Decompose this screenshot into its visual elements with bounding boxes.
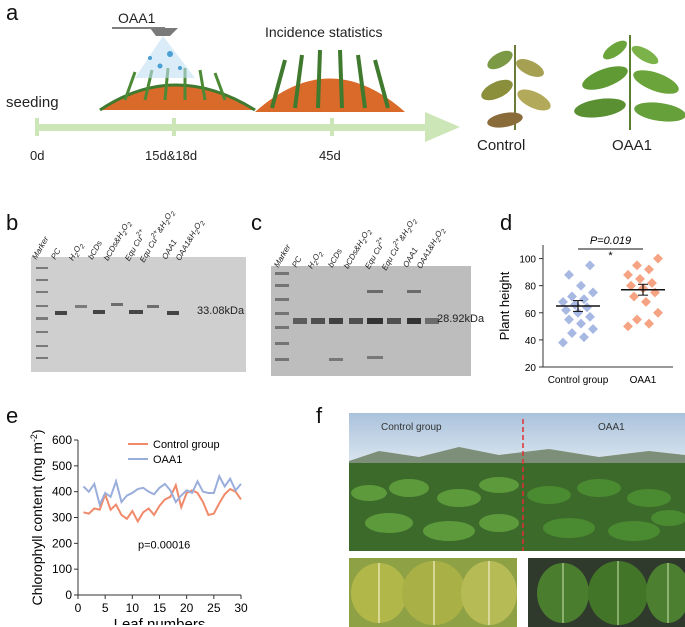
- y-axis-label: Chlorophyll content (mg m-2): [29, 429, 45, 605]
- y-tick-label-1: 40: [525, 336, 537, 347]
- panel-label-a: a: [6, 0, 19, 25]
- leaf-photo-control: [349, 558, 517, 627]
- y-tick-label-2: 200: [52, 536, 72, 550]
- day-15-label: 15d&18d: [145, 148, 198, 163]
- incidence-label: Incidence statistics: [265, 24, 383, 40]
- control-plant-label: Control: [477, 137, 526, 154]
- data-point: [576, 280, 586, 291]
- data-point: [626, 280, 636, 291]
- panel-label-d: d: [500, 210, 513, 235]
- photo-control-label: Control group: [381, 422, 442, 433]
- timeline-illustration: [35, 27, 685, 142]
- significance-star: *: [608, 250, 613, 262]
- data-point: [558, 296, 568, 307]
- oaa1-plant-label: OAA1: [612, 137, 653, 154]
- data-point: [623, 321, 633, 332]
- field-photo-drawing: [349, 413, 685, 551]
- data-point: [564, 269, 574, 280]
- y-tick-label-0: 0: [65, 588, 72, 602]
- day-45-label: 45d: [319, 148, 341, 163]
- y-tick-label-3: 80: [525, 282, 537, 293]
- data-point: [576, 318, 586, 329]
- control-plant-illustration: [481, 45, 551, 130]
- data-point: [647, 278, 657, 288]
- data-point: [635, 273, 645, 284]
- panel-label-b: b: [6, 210, 19, 235]
- data-point: [585, 311, 595, 322]
- field-illustration-2: [255, 49, 405, 112]
- data-point: [653, 253, 663, 264]
- legend-label-1: OAA1: [153, 454, 182, 466]
- x-tick-label-0: Control group: [548, 375, 609, 386]
- plant-height-chart: 20 40 60 80 100 Plant height Control group OAA1…: [497, 235, 673, 386]
- data-point: [632, 260, 642, 271]
- x-axis-label: Leaf numbers: [114, 616, 206, 625]
- y-tick-label-6: 600: [52, 433, 72, 447]
- data-point: [588, 287, 598, 298]
- data-point: [588, 324, 598, 334]
- oaa1-plant-illustration: [574, 35, 685, 130]
- data-point: [564, 314, 574, 325]
- p-value-annotation: p=0.00016: [138, 540, 190, 552]
- y-tick-label-4: 100: [519, 255, 536, 266]
- data-point: [561, 305, 571, 316]
- data-point: [641, 296, 651, 307]
- y-tick-label-4: 400: [52, 485, 72, 499]
- gel-c-size-label: 28.92kDa: [437, 313, 485, 325]
- y-tick-label-1: 100: [52, 562, 72, 576]
- gel-c-bands: [275, 272, 439, 361]
- field-photo: [349, 413, 685, 551]
- series-line-1: [82, 473, 242, 508]
- field-illustration-1: [99, 67, 256, 112]
- chlorophyll-chart: 0 100 200 300 400 500 600 0 5 10 15 20 25 30 Leaf numb…: [29, 429, 248, 625]
- photo-oaa1-label: OAA1: [598, 422, 625, 433]
- day-0-label: 0d: [30, 148, 45, 163]
- data-point: [650, 287, 660, 298]
- sprayer-icon: [112, 27, 195, 78]
- data-point: [558, 337, 568, 348]
- x-tick-label-1: 5: [102, 601, 109, 615]
- x-tick-label-5: 25: [207, 601, 221, 615]
- data-point: [579, 294, 589, 305]
- seeding-label: seeding: [6, 94, 59, 111]
- data-point: [644, 318, 654, 329]
- data-point: [582, 302, 592, 313]
- spray-label: OAA1: [118, 10, 156, 26]
- data-point: [644, 264, 654, 275]
- y-tick-label-5: 500: [52, 459, 72, 473]
- x-tick-label-6: 30: [234, 601, 248, 615]
- gel-b-image: [31, 257, 246, 372]
- data-point: [623, 269, 633, 280]
- panel-label-c: c: [251, 210, 262, 235]
- y-tick-label-3: 300: [52, 511, 72, 525]
- gel-b-size-label: 33.08kDa: [197, 305, 245, 317]
- data-point: [585, 260, 595, 271]
- legend-label-0: Control group: [153, 439, 220, 451]
- gel-b-bands: [36, 267, 179, 359]
- x-tick-label-3: 15: [153, 601, 167, 615]
- data-point: [629, 291, 639, 302]
- panel-label-f: f: [316, 403, 323, 428]
- gel-c-lane-8: OAA1&H2O2: [414, 228, 449, 271]
- data-point: [567, 291, 577, 302]
- data-point: [632, 314, 642, 325]
- series-line-0: [83, 482, 242, 524]
- y-tick-label-2: 60: [525, 309, 537, 320]
- gel-c-image: [271, 266, 471, 376]
- panel-label-e: e: [6, 403, 19, 428]
- data-point: [573, 307, 583, 318]
- data-point: [653, 307, 663, 318]
- x-tick-label-1: OAA1: [630, 375, 657, 386]
- timeline-arrow: [35, 112, 460, 142]
- p-value-label: P=0.019: [590, 235, 631, 247]
- x-tick-label-0: 0: [75, 601, 82, 615]
- leaf-photo-oaa1: [528, 558, 685, 627]
- data-point: [579, 332, 589, 343]
- x-tick-label-2: 10: [126, 601, 140, 615]
- y-axis-label: Plant height: [497, 271, 512, 340]
- y-tick-label-0: 20: [525, 363, 537, 374]
- x-tick-label-4: 20: [180, 601, 194, 615]
- data-point: [567, 328, 577, 339]
